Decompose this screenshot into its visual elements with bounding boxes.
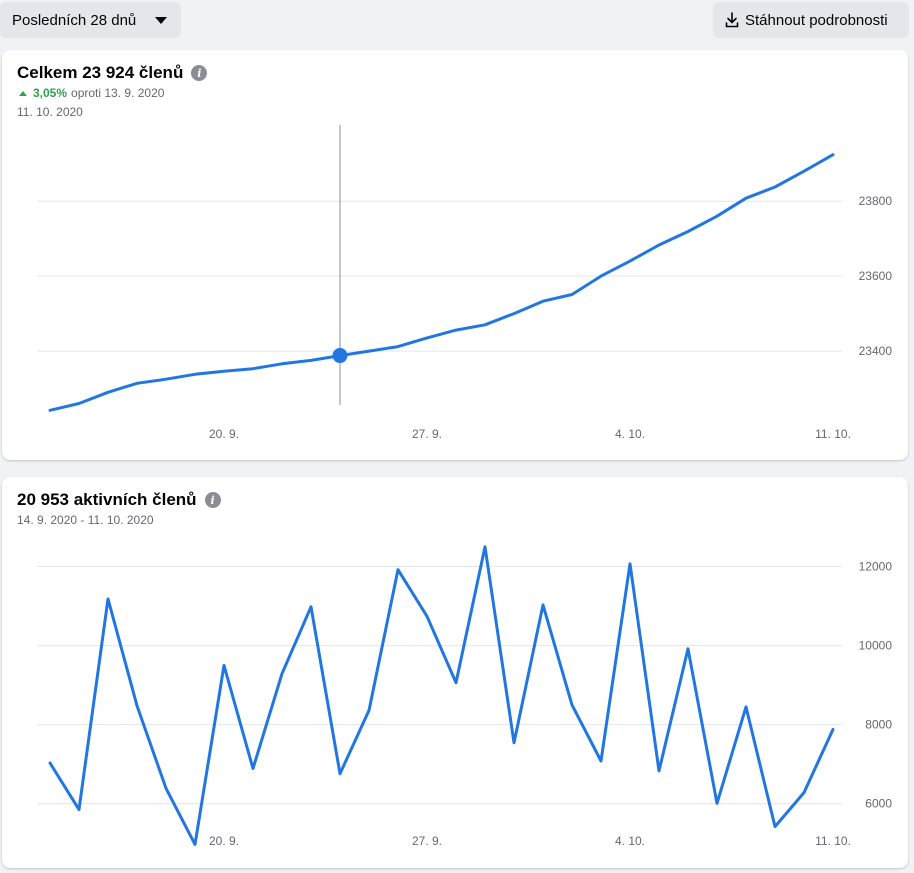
data-point: [715, 801, 719, 805]
data-point: [802, 791, 806, 795]
data-point: [744, 196, 748, 200]
data-point: [396, 345, 400, 349]
data-point: [77, 402, 81, 406]
data-point: [773, 825, 777, 829]
y-tick-label: 23400: [859, 344, 893, 358]
y-tick-label: 12000: [859, 560, 893, 574]
x-tick-label: 4. 10.: [615, 427, 645, 441]
y-tick-label: 23800: [859, 194, 893, 208]
download-icon: [725, 12, 739, 28]
info-icon[interactable]: i: [191, 65, 208, 81]
y-tick-label: 6000: [865, 797, 892, 811]
data-point: [512, 312, 516, 316]
x-tick-label: 20. 9.: [209, 834, 239, 848]
total-members-chart[interactable]: 23400 23600 23800 20. 9. 27. 9. 4. 10. 11. 10.: [2, 50, 908, 460]
data-point: [628, 259, 632, 263]
data-point: [512, 741, 516, 745]
y-tick-label: 8000: [865, 718, 892, 732]
data-point: [106, 390, 110, 394]
data-point: [396, 568, 400, 572]
data-point: [309, 605, 313, 609]
data-point: [657, 243, 661, 247]
data-point: [686, 230, 690, 234]
x-tick-label: 11. 10.: [815, 834, 851, 848]
data-point: [251, 367, 255, 371]
data-point: [454, 681, 458, 685]
date-range-dropdown[interactable]: Posledních 28 dnů: [0, 2, 181, 38]
data-point: [280, 672, 284, 676]
x-tick-label: 4. 10.: [615, 834, 645, 848]
active-date-range: 14. 9. 2020 - 11. 10. 2020: [17, 513, 154, 527]
growth-comparison: oproti 13. 9. 2020: [71, 86, 165, 100]
data-point: [48, 761, 52, 765]
active-members-chart[interactable]: 6000 8000 10000 12000 20. 9. 27. 9. 4. 10. 11. …: [2, 477, 908, 868]
highlighted-point[interactable]: [332, 348, 348, 364]
data-point: [280, 362, 284, 366]
chevron-down-icon: [155, 17, 167, 24]
x-tick-label: 27. 9.: [412, 834, 442, 848]
y-tick-label: 10000: [859, 639, 893, 653]
data-point: [773, 185, 777, 189]
download-details-button[interactable]: Stáhnout podrobnosti: [713, 2, 909, 38]
active-members-title: 20 953 aktivních členů: [17, 490, 197, 509]
data-point: [193, 372, 197, 376]
download-label: Stáhnout podrobnosti: [745, 11, 888, 29]
data-point: [744, 705, 748, 709]
data-point: [657, 769, 661, 773]
data-point: [425, 336, 429, 340]
data-point: [164, 786, 168, 790]
data-point: [309, 358, 313, 362]
data-point: [715, 214, 719, 218]
x-tick-label: 27. 9.: [412, 427, 442, 441]
data-point: [541, 603, 545, 607]
total-members-card: Celkem 23 924 členů i 3,05% oproti 13. 9…: [2, 50, 908, 460]
data-point: [251, 767, 255, 771]
growth-percent: 3,05%: [33, 86, 68, 100]
data-point: [222, 663, 226, 667]
data-point: [599, 759, 603, 763]
active-members-title-row: 20 953 aktivních členů i: [17, 490, 221, 510]
series-line: [48, 153, 835, 412]
data-point: [425, 614, 429, 618]
data-point: [77, 808, 81, 812]
data-point: [570, 703, 574, 707]
data-point: [628, 562, 632, 566]
active-members-card: 20 953 aktivních členů i 14. 9. 2020 - 1…: [2, 477, 908, 868]
y-tick-label: 23600: [859, 269, 893, 283]
series-line: [48, 545, 835, 846]
data-point: [164, 377, 168, 381]
data-point: [135, 704, 139, 708]
date-range-label: Posledních 28 dnů: [12, 11, 137, 29]
data-point: [831, 727, 835, 731]
x-tick-label: 11. 10.: [815, 427, 851, 441]
data-point: [338, 772, 342, 776]
data-point: [599, 274, 603, 278]
total-members-title: Celkem 23 924 členů: [17, 63, 184, 82]
data-point: [193, 842, 197, 846]
data-point: [106, 597, 110, 601]
data-point: [541, 299, 545, 303]
data-point: [222, 369, 226, 373]
growth-indicator: 3,05% oproti 13. 9. 2020: [17, 86, 164, 100]
data-point: [483, 545, 487, 549]
data-point: [831, 153, 835, 157]
data-point: [135, 381, 139, 385]
data-point: [367, 708, 371, 712]
data-point: [802, 169, 806, 173]
data-point: [570, 292, 574, 296]
data-point: [367, 349, 371, 353]
data-point: [686, 647, 690, 651]
total-members-title-row: Celkem 23 924 členů i: [17, 63, 208, 83]
info-icon[interactable]: i: [204, 492, 221, 508]
data-point: [454, 328, 458, 332]
data-point: [48, 408, 52, 412]
triangle-up-icon: [19, 90, 27, 96]
data-point: [483, 323, 487, 327]
selected-date: 11. 10. 2020: [17, 105, 83, 119]
x-tick-label: 20. 9.: [209, 427, 239, 441]
